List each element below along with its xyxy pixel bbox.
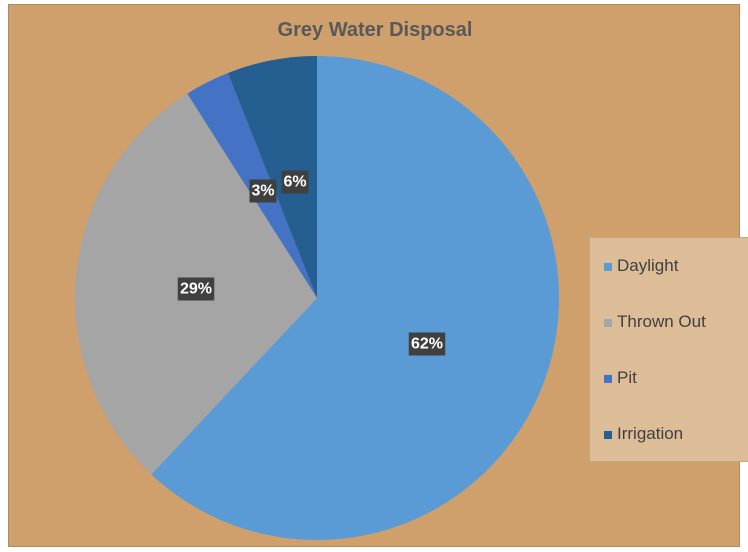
data-label-text: 62% xyxy=(411,336,443,353)
legend-label: Daylight xyxy=(617,256,679,275)
chart-area: Grey Water Disposal 62% 29% 3% 6% Daylight T… xyxy=(8,4,748,547)
legend-item-pit: Pit xyxy=(590,368,748,424)
data-label-box xyxy=(249,179,277,203)
legend-swatch xyxy=(604,375,612,383)
data-label-thrown-out: 29% xyxy=(177,277,215,301)
legend-item-irrigation: Irrigation xyxy=(590,424,748,480)
data-label-daylight: 62% xyxy=(408,332,446,356)
legend-label: Irrigation xyxy=(617,424,684,443)
legend-swatch xyxy=(604,319,612,327)
legend-swatch xyxy=(604,263,612,271)
pie-chart: 62% 29% 3% 6% xyxy=(75,56,559,540)
legend-label: Thrown Out xyxy=(617,312,706,331)
data-label-irrigation: 6% xyxy=(281,170,309,194)
legend: Daylight Thrown Out Pit Irrigation xyxy=(589,237,748,462)
data-label-box xyxy=(408,332,446,356)
pie-slice-irrigation xyxy=(227,56,317,298)
data-label-box xyxy=(281,170,309,194)
legend-label: Pit xyxy=(617,368,637,387)
data-label-text: 29% xyxy=(180,281,212,298)
legend-item-thrown-out: Thrown Out xyxy=(590,312,748,368)
data-label-box xyxy=(177,277,215,301)
data-label-text: 3% xyxy=(251,183,274,200)
legend-swatch xyxy=(604,431,612,439)
legend-item-daylight: Daylight xyxy=(590,256,748,312)
data-label-text: 6% xyxy=(283,174,306,191)
data-label-pit: 3% xyxy=(249,179,277,203)
pie-slice-daylight xyxy=(151,56,559,540)
chart-title: Grey Water Disposal xyxy=(277,19,473,41)
